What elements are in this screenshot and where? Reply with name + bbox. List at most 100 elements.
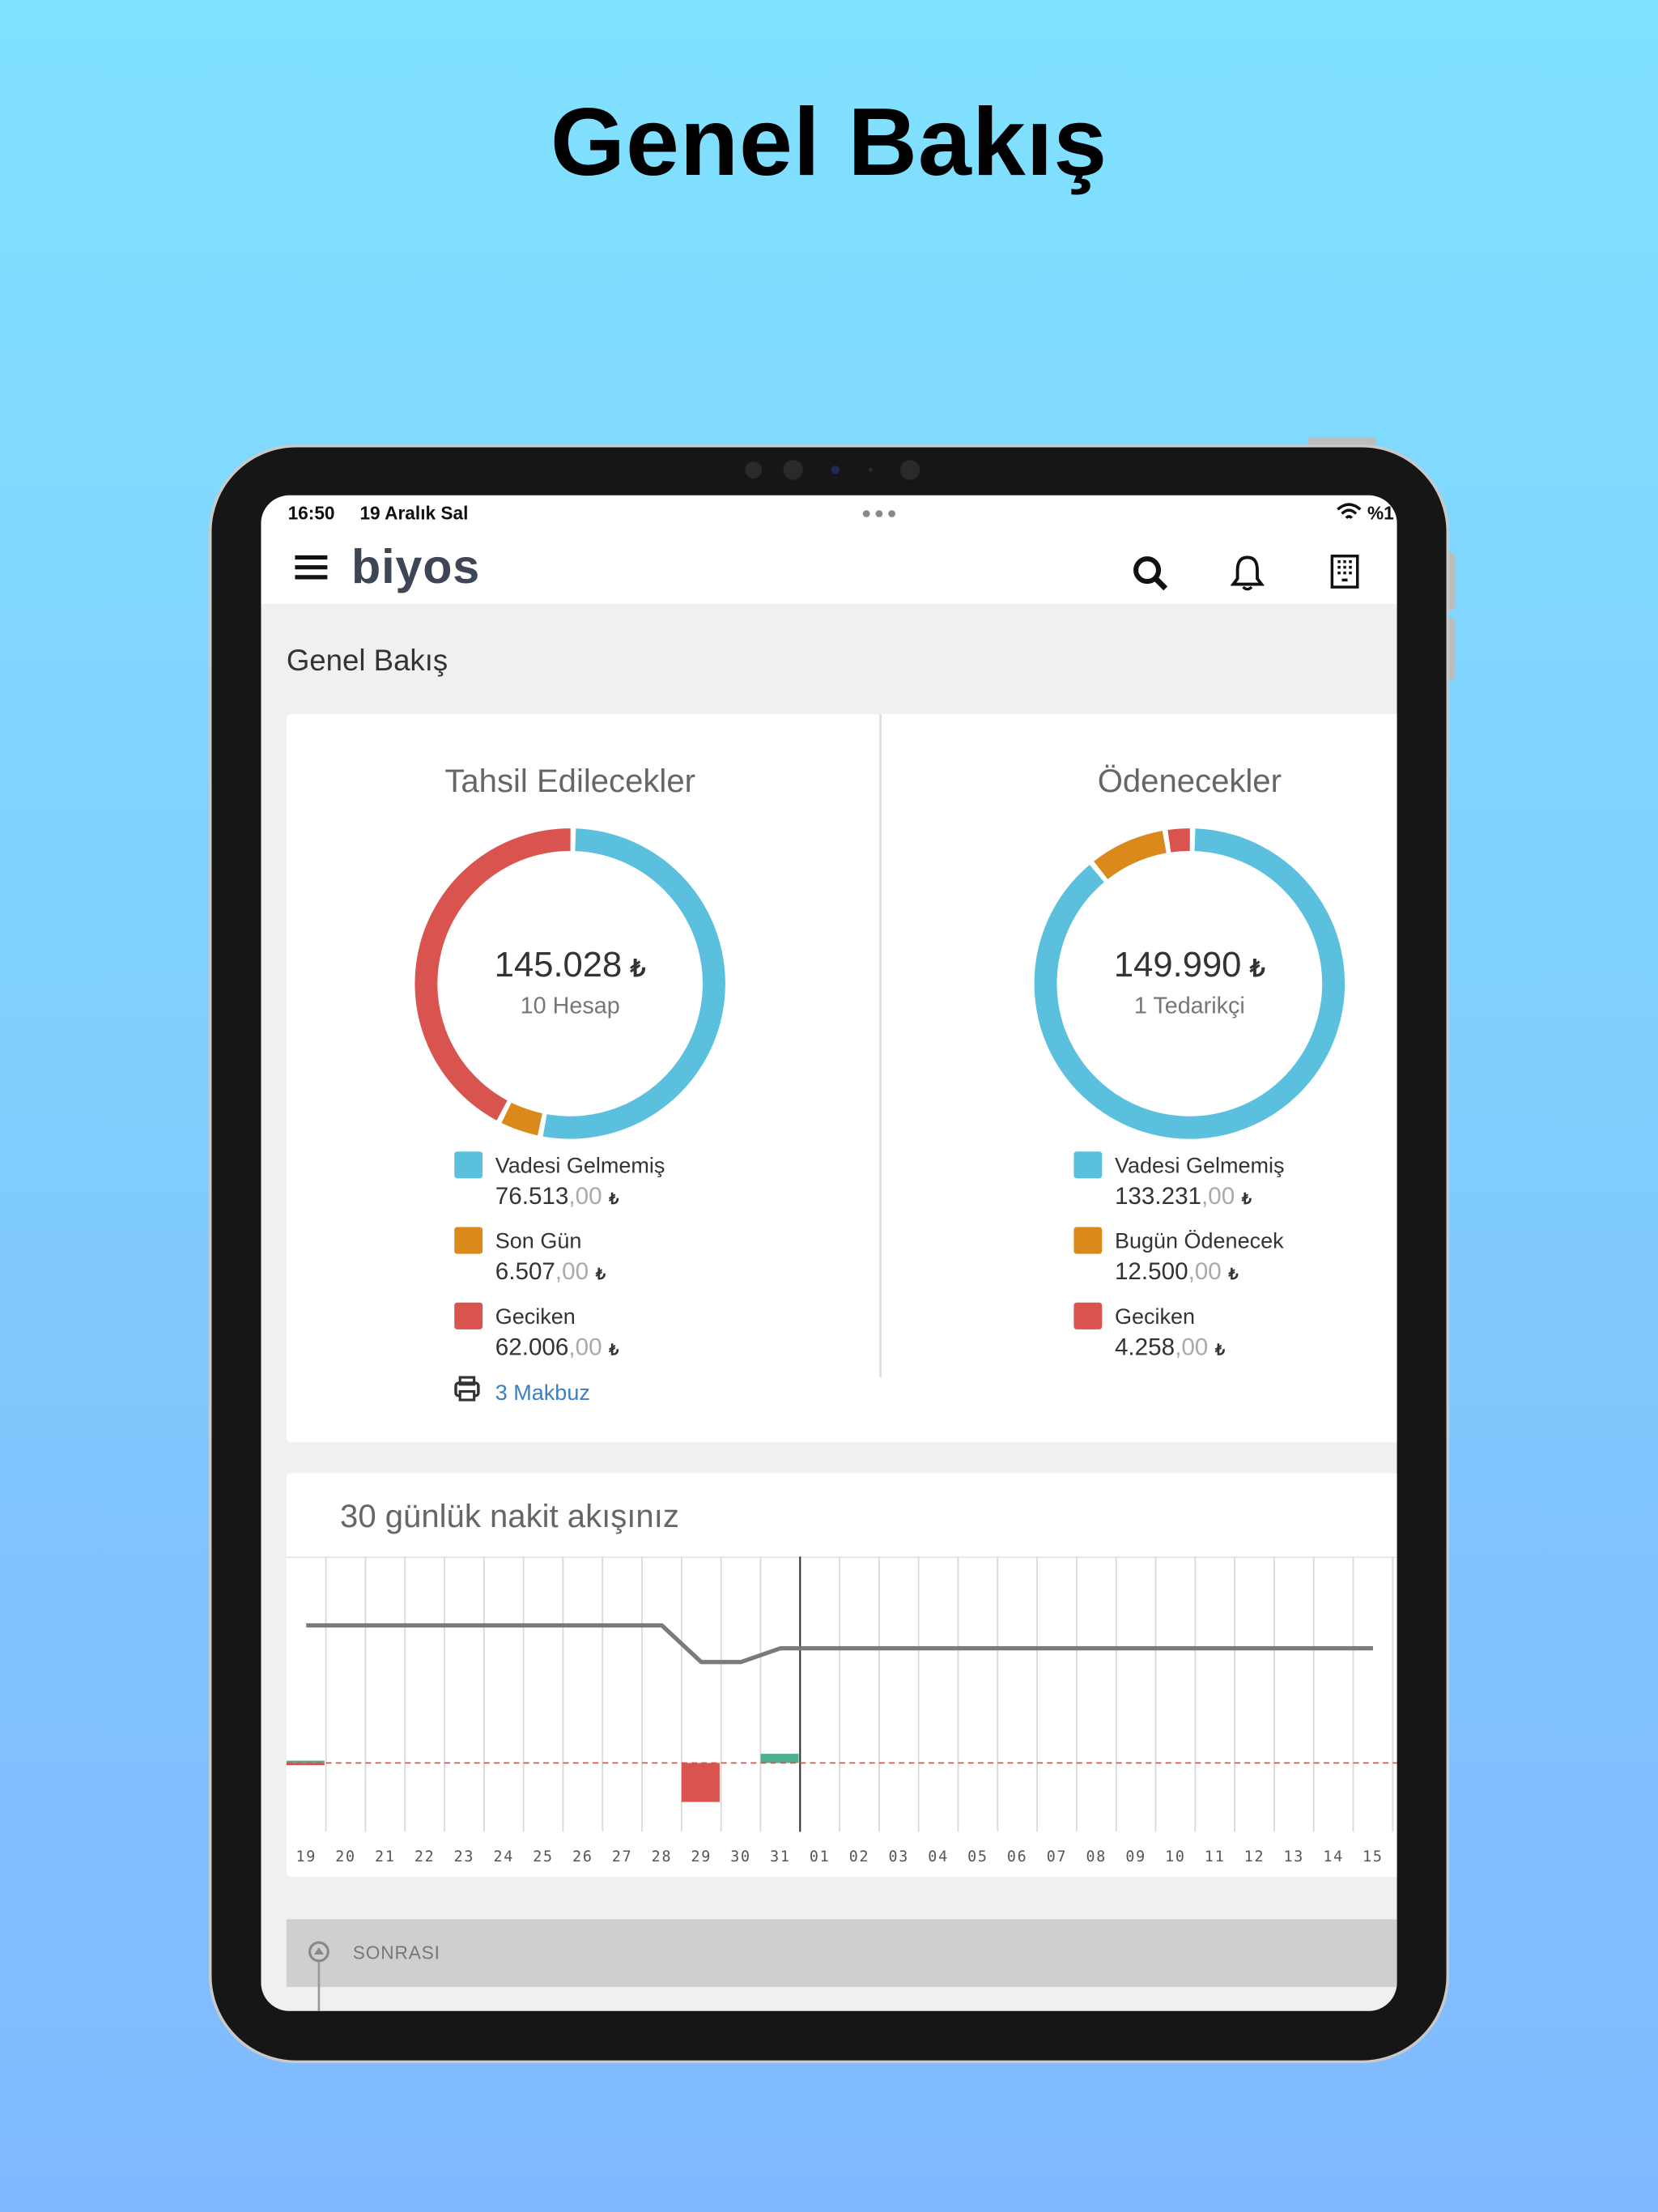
- x-tick-label: 22: [414, 1848, 436, 1865]
- app-bar: biyos: [261, 536, 1397, 604]
- legend-amount: 133.231,00 ₺: [1115, 1183, 1252, 1210]
- donut-total: 149.990 ₺: [1114, 946, 1265, 985]
- x-tick-label: 14: [1323, 1848, 1344, 1865]
- flow-bar: [681, 1763, 720, 1802]
- amount-integer: 4.258: [1115, 1334, 1175, 1360]
- legend-label: Vadesi Gelmemiş: [495, 1153, 665, 1177]
- summary-card: 3 Makbuz Tahsil Edilecekler 145.028 ₺ 10 He…: [286, 713, 1397, 1443]
- camera-bar: [745, 460, 920, 480]
- summary-svg: 3 Makbuz Tahsil Edilecekler 145.028 ₺ 10 He…: [414, 713, 1346, 1405]
- donut-subtitle: 10 Hesap: [521, 993, 620, 1019]
- legend-swatch: [1073, 1151, 1103, 1179]
- multitask-dots: [862, 510, 895, 517]
- menu-button[interactable]: [295, 553, 329, 581]
- x-tick-label: 15: [1363, 1848, 1384, 1865]
- volume-up-button: [1446, 553, 1456, 610]
- donut-segment: [1034, 828, 1346, 1139]
- amount-decimals: ,00: [1188, 1258, 1222, 1285]
- search-button[interactable]: [1132, 555, 1168, 591]
- legend-label: Geciken: [1115, 1304, 1195, 1329]
- amount-decimals: ,00: [1175, 1334, 1208, 1360]
- x-tick-label: 28: [652, 1848, 673, 1865]
- amount-integer: 62.006: [495, 1334, 569, 1360]
- legend-label: Bugün Ödenecek: [1115, 1229, 1284, 1253]
- x-tick-label: 19: [295, 1848, 317, 1865]
- x-tick-label: 20: [335, 1848, 356, 1865]
- x-tick-label: 31: [770, 1848, 791, 1865]
- amount-decimals: ,00: [568, 1334, 602, 1360]
- total-currency: ₺: [630, 955, 646, 982]
- x-tick-label: 04: [928, 1848, 949, 1865]
- x-tick-label: 25: [533, 1848, 554, 1865]
- amount-integer: 133.231: [1115, 1183, 1201, 1210]
- status-bar: 16:50 19 Aralık Sal %1: [261, 495, 1397, 537]
- legend-swatch: [454, 1302, 483, 1329]
- donut-segment: [414, 828, 571, 1121]
- total-currency: ₺: [1249, 955, 1265, 982]
- x-tick-label: 29: [691, 1848, 712, 1865]
- x-tick-label: 08: [1086, 1848, 1107, 1865]
- x-tick-label: 05: [967, 1848, 988, 1865]
- donut-subtitle: 1 Tedarikçi: [1134, 993, 1245, 1019]
- cashflow-title: 30 günlük nakit akışınız: [340, 1499, 679, 1534]
- volume-down-button: [1446, 618, 1456, 681]
- status-date: 19 Aralık Sal: [359, 502, 469, 524]
- legend-swatch: [1073, 1227, 1103, 1254]
- amount-decimals: ,00: [1201, 1183, 1235, 1210]
- cashflow-card: 30 günlük nakit akışınız 19 20 21 22 23 24 25 2…: [286, 1473, 1397, 1878]
- legend-amount: 62.006,00 ₺: [495, 1334, 619, 1360]
- x-tick-label: 30: [730, 1848, 751, 1865]
- plot-top-border: [286, 1556, 1397, 1559]
- page-title: Genel Bakış: [286, 644, 449, 678]
- amount-integer: 12.500: [1115, 1258, 1188, 1285]
- total-amount: 145.028: [495, 946, 622, 985]
- x-tick-label: 26: [572, 1848, 593, 1865]
- x-tick-label: 12: [1244, 1848, 1265, 1865]
- legend-label: Vadesi Gelmemiş: [1115, 1153, 1285, 1177]
- headline: Genel Bakış: [550, 88, 1108, 197]
- later-label: SONRASI: [352, 1942, 440, 1963]
- donut-segment: [1167, 828, 1190, 853]
- screen: 16:50 19 Aralık Sal %1 biyos Genel Bakış…: [261, 495, 1397, 2011]
- total-amount: 149.990: [1114, 946, 1241, 985]
- x-tick-label: 01: [810, 1848, 831, 1865]
- legend-amount: 76.513,00 ₺: [495, 1183, 619, 1210]
- amount-decimals: ,00: [568, 1183, 602, 1210]
- x-tick-label: 07: [1047, 1848, 1068, 1865]
- notifications-button[interactable]: [1230, 553, 1265, 593]
- donut-segment: [1094, 831, 1167, 880]
- legend-label: Geciken: [495, 1304, 576, 1329]
- x-tick-label: 10: [1165, 1848, 1186, 1865]
- wifi-icon: [1337, 503, 1362, 519]
- status-time: 16:50: [287, 502, 335, 524]
- x-tick-label: 27: [612, 1848, 633, 1865]
- x-tick-label: 02: [849, 1848, 870, 1865]
- x-tick-label: 23: [454, 1848, 475, 1865]
- x-tick-label: 11: [1205, 1848, 1226, 1865]
- x-tick-label: 03: [889, 1848, 910, 1865]
- amount-currency: ₺: [595, 1266, 606, 1283]
- amount-integer: 6.507: [495, 1258, 555, 1285]
- legend-amount: 4.258,00 ₺: [1115, 1334, 1225, 1360]
- amount-currency: ₺: [1241, 1191, 1252, 1208]
- donut-title: Tahsil Edilecekler: [444, 764, 695, 799]
- legend-amount: 6.507,00 ₺: [495, 1258, 606, 1285]
- legend-amount: 12.500,00 ₺: [1115, 1258, 1239, 1285]
- later-section[interactable]: SONRASI: [286, 1919, 1397, 2011]
- logo[interactable]: biyos: [351, 540, 481, 594]
- amount-currency: ₺: [608, 1342, 619, 1359]
- amount-currency: ₺: [1214, 1342, 1225, 1359]
- flow-bar: [286, 1760, 325, 1763]
- top-button: [1307, 437, 1376, 446]
- receipts-link[interactable]: 3 Makbuz: [495, 1380, 590, 1405]
- print-icon: [454, 1376, 480, 1402]
- donut-total: 145.028 ₺: [495, 946, 646, 985]
- donut-segment: [542, 828, 725, 1139]
- x-tick-label: 09: [1125, 1848, 1146, 1865]
- cashflow-svg: 30 günlük nakit akışınız 19 20 21 22 23 24 25 2…: [286, 1499, 1397, 1865]
- x-tick-label: 06: [1007, 1848, 1028, 1865]
- company-button[interactable]: [1329, 553, 1360, 589]
